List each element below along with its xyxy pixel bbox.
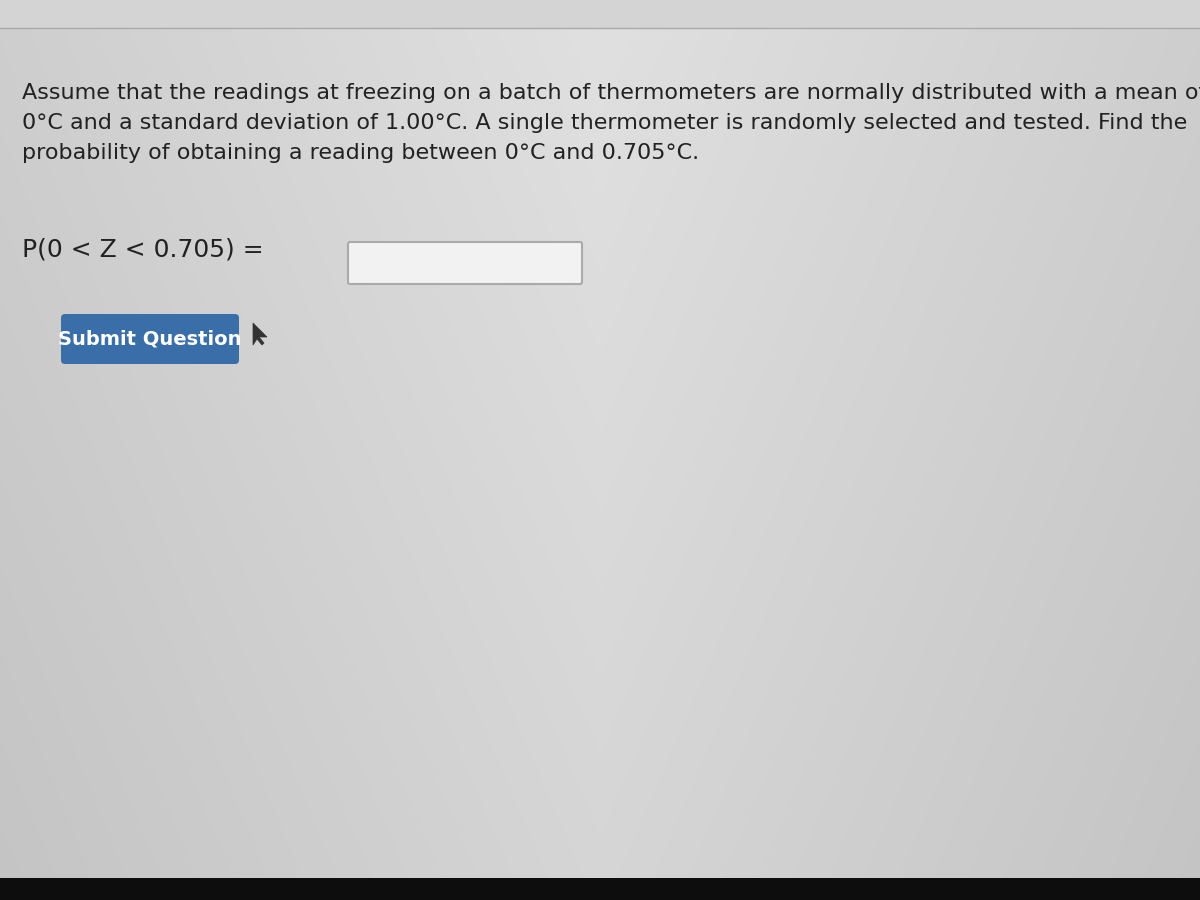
Text: probability of obtaining a reading between 0°C and 0.705°C.: probability of obtaining a reading betwe…: [22, 143, 700, 163]
FancyBboxPatch shape: [348, 242, 582, 284]
FancyBboxPatch shape: [0, 0, 1200, 28]
FancyBboxPatch shape: [0, 878, 1200, 900]
FancyBboxPatch shape: [61, 314, 239, 364]
Text: P(0 < Z < 0.705) =: P(0 < Z < 0.705) =: [22, 238, 264, 262]
Text: Submit Question: Submit Question: [59, 329, 241, 348]
Text: Assume that the readings at freezing on a batch of thermometers are normally dis: Assume that the readings at freezing on …: [22, 83, 1200, 103]
Polygon shape: [253, 323, 266, 345]
Text: 0°C and a standard deviation of 1.00°C. A single thermometer is randomly selecte: 0°C and a standard deviation of 1.00°C. …: [22, 113, 1187, 133]
